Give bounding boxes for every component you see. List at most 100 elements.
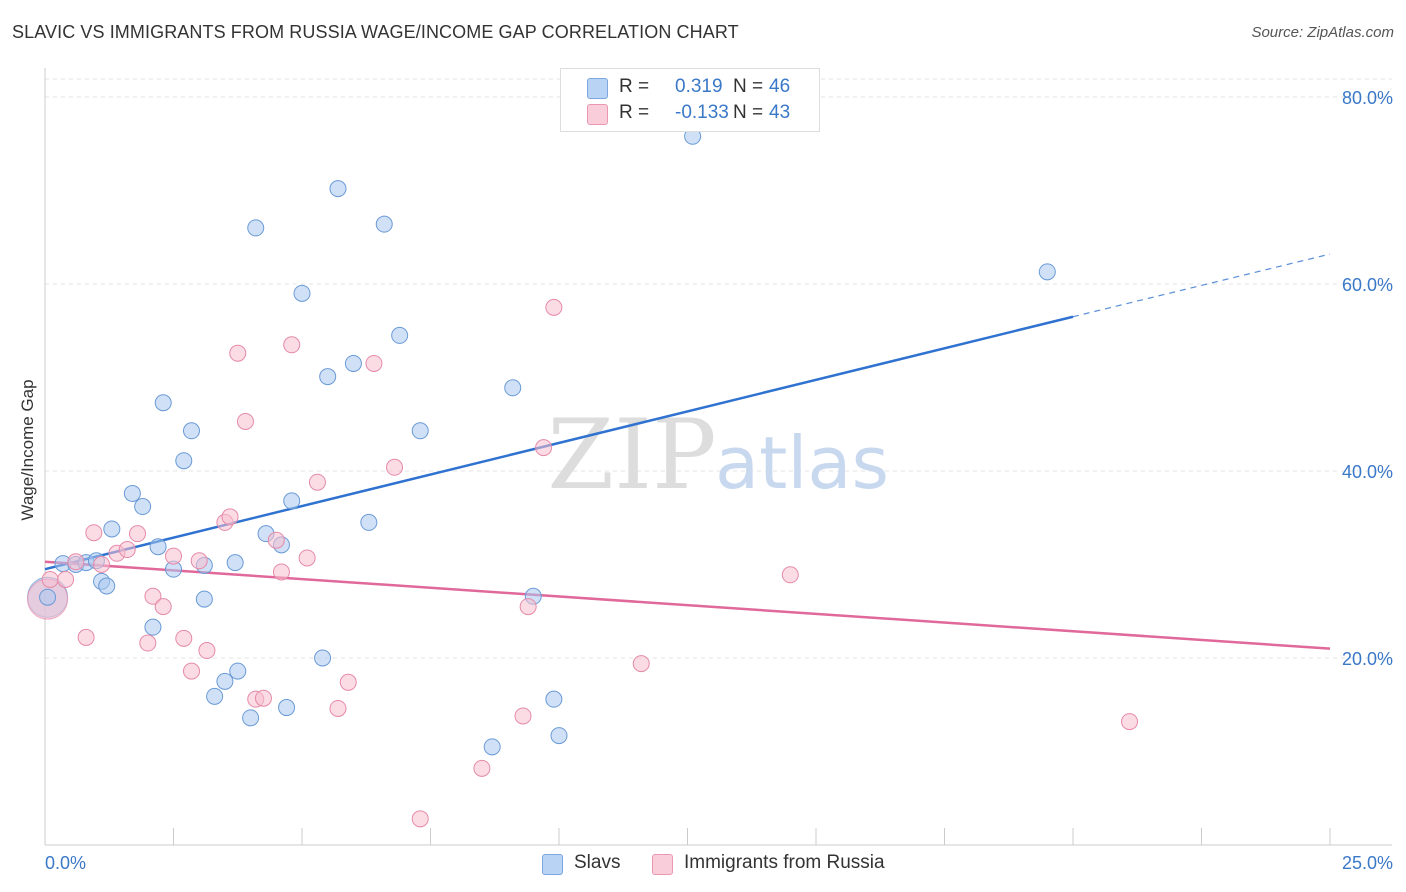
data-points	[27, 127, 1139, 828]
x-tick-label: 25.0%	[1342, 853, 1393, 873]
axes	[44, 68, 1392, 846]
y-tick-label: 80.0%	[1342, 88, 1393, 108]
immigrants-point	[154, 598, 172, 616]
immigrants-point	[267, 531, 285, 549]
legend-swatch-immigrants	[587, 104, 608, 125]
immigrants-point	[144, 587, 162, 605]
slavs-point	[344, 354, 362, 372]
immigrants-point	[283, 336, 301, 354]
slavs-point	[216, 672, 234, 690]
legend-n-label: N =	[733, 102, 764, 123]
immigrants-point	[329, 699, 347, 717]
slavs-point	[154, 394, 172, 412]
watermark-atlas: atlas	[715, 421, 889, 505]
slavs-point	[123, 484, 141, 502]
legend-r-value-slavs: 0.319	[675, 76, 723, 97]
slavs-point	[360, 513, 378, 531]
immigrants-point	[139, 634, 157, 652]
slavs-point	[1038, 263, 1056, 281]
legend-n-value-slavs: 46	[769, 76, 791, 97]
slavs-point	[293, 284, 311, 302]
immigrants-point	[308, 473, 326, 491]
slavs-point	[319, 368, 337, 386]
slavs-trend-extension	[1072, 253, 1331, 318]
slavs-point	[391, 326, 409, 344]
immigrants-point	[519, 598, 537, 616]
immigrants-point	[175, 629, 193, 647]
y-tick-label: 20.0%	[1342, 649, 1393, 669]
y-axis-label: Wage/Income Gap	[18, 379, 37, 521]
slavs-point	[229, 662, 247, 680]
immigrants-trend-line	[44, 560, 1331, 650]
bottom-legend-label-slavs: Slavs	[574, 852, 621, 873]
immigrants-point	[229, 344, 247, 362]
slavs-point	[39, 588, 57, 606]
bottom-legend-swatch-slavs	[542, 854, 563, 875]
immigrants-point	[182, 662, 200, 680]
slavs-point	[278, 699, 296, 717]
immigrants-point	[190, 552, 208, 570]
immigrants-point	[514, 707, 532, 725]
slavs-point	[550, 727, 568, 745]
slavs-point	[195, 590, 213, 608]
immigrants-point	[198, 642, 216, 660]
legend-r-value-immigrants: -0.133	[675, 102, 729, 123]
immigrants-point	[298, 549, 316, 567]
chart-title: SLAVIC VS IMMIGRANTS FROM RUSSIA WAGE/IN…	[12, 22, 739, 42]
immigrants-point	[236, 412, 254, 430]
immigrants-point	[221, 508, 239, 526]
source-label: Source: ZipAtlas.com	[1251, 24, 1394, 41]
immigrants-point	[85, 524, 103, 542]
slavs-point	[545, 690, 563, 708]
slavs-point	[149, 538, 167, 556]
immigrants-point	[129, 525, 147, 543]
slavs-point	[134, 498, 152, 516]
slavs-point	[175, 452, 193, 470]
slavs-point	[329, 180, 347, 198]
immigrants-point	[365, 354, 383, 372]
slavs-point	[144, 618, 162, 636]
x-tick-label: 0.0%	[45, 853, 86, 873]
legend-n-label: N =	[733, 76, 764, 97]
immigrants-point	[339, 673, 357, 691]
immigrants-point	[67, 553, 85, 571]
immigrants-point	[118, 541, 136, 559]
immigrants-point	[632, 655, 650, 673]
legend-r-label: R =	[619, 102, 650, 123]
immigrants-point	[473, 759, 491, 777]
slavs-point	[103, 520, 121, 538]
slavs-point	[314, 649, 332, 667]
tick-labels: 20.0% 40.0% 60.0% 80.0% 0.0% 25.0%	[45, 88, 1393, 873]
bottom-legend-swatch-immigrants	[652, 854, 673, 875]
slavs-point	[98, 577, 116, 595]
legend-n-value-immigrants: 43	[769, 102, 791, 123]
slavs-point	[247, 219, 265, 237]
bottom-legend-label-immigrants: Immigrants from Russia	[684, 852, 885, 873]
slavs-point	[242, 709, 260, 727]
immigrants-point	[165, 547, 182, 565]
legend-swatch-slavs	[587, 78, 608, 99]
correlation-legend: R = 0.319 N = 46 R = -0.133 N = 43	[560, 68, 820, 132]
slavs-point	[226, 554, 244, 572]
legend-r-label: R =	[619, 76, 650, 97]
immigrants-point	[781, 566, 799, 584]
slavs-point	[283, 492, 301, 510]
immigrants-point	[545, 298, 563, 316]
immigrants-point	[386, 458, 404, 476]
slavs-trend-line	[44, 315, 1074, 571]
immigrants-point	[1121, 713, 1139, 731]
slavs-point	[206, 687, 224, 705]
immigrants-point	[41, 570, 59, 588]
immigrants-point	[411, 810, 429, 828]
slavs-point	[182, 422, 200, 440]
y-tick-label: 40.0%	[1342, 462, 1393, 482]
immigrants-point	[535, 439, 553, 457]
immigrants-point	[77, 628, 95, 646]
trend-lines	[44, 253, 1331, 650]
slavs-point	[411, 422, 429, 440]
watermark: ZIP atlas	[547, 399, 889, 511]
gridlines	[45, 78, 1392, 659]
immigrants-point	[272, 563, 290, 581]
immigrants-point	[93, 556, 111, 573]
